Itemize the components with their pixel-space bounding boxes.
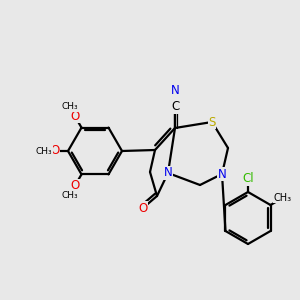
Text: O: O [70, 179, 80, 192]
Text: S: S [208, 116, 216, 128]
Text: CH₃: CH₃ [61, 191, 78, 200]
Text: N: N [171, 83, 179, 97]
Text: CH₃: CH₃ [36, 146, 52, 155]
Text: O: O [50, 145, 60, 158]
Text: CH₃: CH₃ [61, 102, 78, 111]
Text: O: O [138, 202, 148, 214]
Text: N: N [218, 167, 226, 181]
Text: CH₃: CH₃ [274, 193, 292, 203]
Text: N: N [164, 167, 172, 179]
Text: C: C [171, 100, 179, 113]
Text: O: O [70, 110, 80, 123]
Text: Cl: Cl [242, 172, 254, 185]
